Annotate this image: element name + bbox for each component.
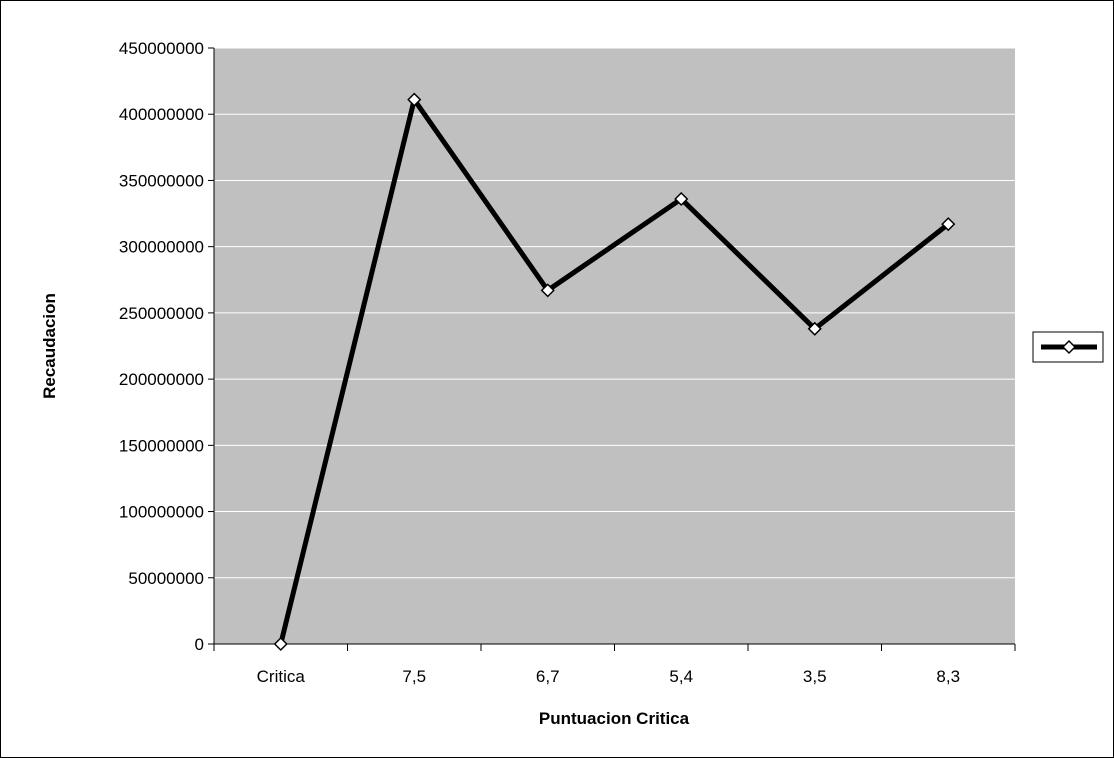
y-tick-label: 400000000 bbox=[119, 105, 204, 124]
x-tick-label: 5,4 bbox=[669, 667, 693, 686]
x-tick-label: 6,7 bbox=[536, 667, 560, 686]
legend bbox=[1032, 331, 1104, 363]
data-point bbox=[540, 283, 555, 298]
y-tick-label: 250000000 bbox=[119, 304, 204, 323]
y-tick-label: 100000000 bbox=[119, 503, 204, 522]
data-point bbox=[407, 92, 422, 107]
series-line bbox=[278, 93, 950, 645]
x-tick-label: Critica bbox=[257, 667, 306, 686]
plot-area bbox=[213, 47, 1015, 645]
y-tick-label: 0 bbox=[195, 635, 204, 654]
x-tick-label: 3,5 bbox=[803, 667, 827, 686]
y-axis-ticks: 0 50000000 100000000 150000000 200000000 2500… bbox=[119, 39, 214, 654]
y-axis-title: Recaudacion bbox=[40, 293, 59, 399]
y-tick-label: 450000000 bbox=[119, 39, 204, 58]
data-point bbox=[807, 321, 822, 336]
x-tick-label: 7,5 bbox=[402, 667, 426, 686]
x-axis-title: Puntuacion Critica bbox=[539, 709, 690, 728]
legend-marker-swatch bbox=[1061, 339, 1077, 355]
y-tick-label: 300000000 bbox=[119, 238, 204, 257]
data-point bbox=[941, 217, 956, 232]
y-tick-label: 50000000 bbox=[128, 569, 204, 588]
data-point bbox=[273, 636, 288, 652]
x-axis-ticks: Critica 7,5 6,7 5,4 3,5 8,3 bbox=[213, 644, 1016, 686]
plot-background bbox=[214, 48, 1015, 644]
y-tick-label: 350000000 bbox=[119, 171, 204, 190]
data-point bbox=[674, 191, 689, 207]
series-layer bbox=[273, 92, 956, 652]
y-tick-label: 200000000 bbox=[119, 370, 204, 389]
y-tick-label: 150000000 bbox=[119, 436, 204, 455]
x-tick-label: 8,3 bbox=[936, 667, 960, 686]
